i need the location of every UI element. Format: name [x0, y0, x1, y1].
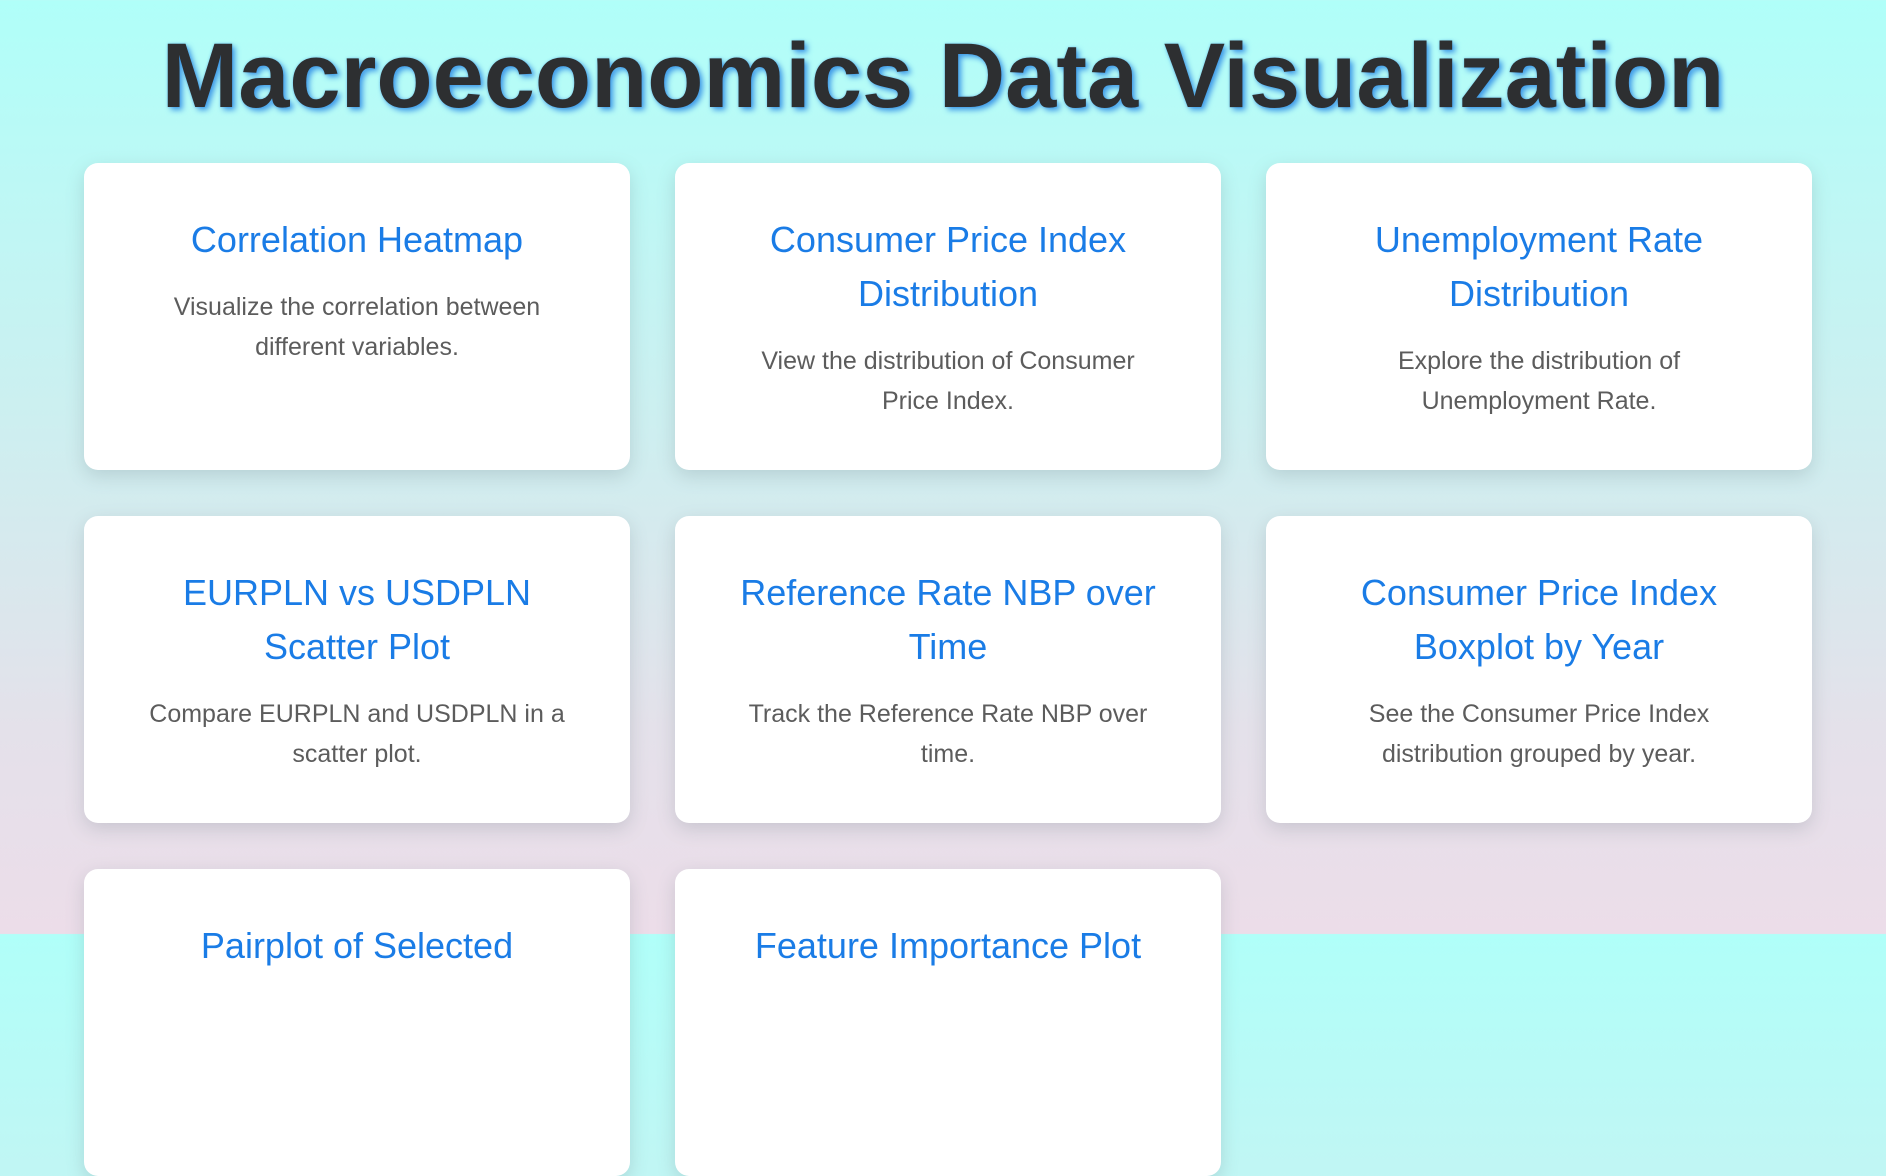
card-description: View the distribution of Consumer Price … — [761, 347, 1135, 415]
card-title[interactable]: Unemployment Rate Distribution — [1374, 219, 1704, 314]
page-title: Macroeconomics Data Visualization — [161, 25, 1725, 127]
card-feature-importance[interactable]: Feature Importance Plot — [675, 869, 1221, 1176]
card-description: Explore the distribution of Unemployment… — [1397, 347, 1681, 415]
card-cpi-distribution[interactable]: Consumer Price Index Distribution View t… — [675, 163, 1221, 470]
visualization-card-grid: Correlation Heatmap Visualize the correl… — [84, 163, 1812, 1176]
card-pairplot-selected[interactable]: Pairplot of Selected — [84, 869, 630, 1176]
card-eurpln-usdpln-scatter[interactable]: EURPLN vs USDPLN Scatter Plot Compare EU… — [84, 516, 630, 823]
card-description: See the Consumer Price Index distributio… — [1368, 700, 1710, 768]
card-title[interactable]: Consumer Price Index Distribution — [769, 219, 1127, 314]
card-title[interactable]: Reference Rate NBP over Time — [740, 572, 1156, 667]
card-description: Visualize the correlation between differ… — [173, 293, 541, 361]
card-title[interactable]: Feature Importance Plot — [754, 925, 1142, 966]
card-correlation-heatmap[interactable]: Correlation Heatmap Visualize the correl… — [84, 163, 630, 470]
card-title[interactable]: Consumer Price Index Boxplot by Year — [1360, 572, 1718, 667]
card-title[interactable]: EURPLN vs USDPLN Scatter Plot — [182, 572, 532, 667]
card-title[interactable]: Pairplot of Selected — [200, 925, 514, 966]
card-reference-rate-over-time[interactable]: Reference Rate NBP over Time Track the R… — [675, 516, 1221, 823]
card-cpi-boxplot-by-year[interactable]: Consumer Price Index Boxplot by Year See… — [1266, 516, 1812, 823]
card-title[interactable]: Correlation Heatmap — [190, 219, 524, 260]
card-unemployment-distribution[interactable]: Unemployment Rate Distribution Explore t… — [1266, 163, 1812, 470]
card-description: Compare EURPLN and USDPLN in a scatter p… — [149, 700, 565, 768]
card-description: Track the Reference Rate NBP over time. — [748, 700, 1148, 768]
